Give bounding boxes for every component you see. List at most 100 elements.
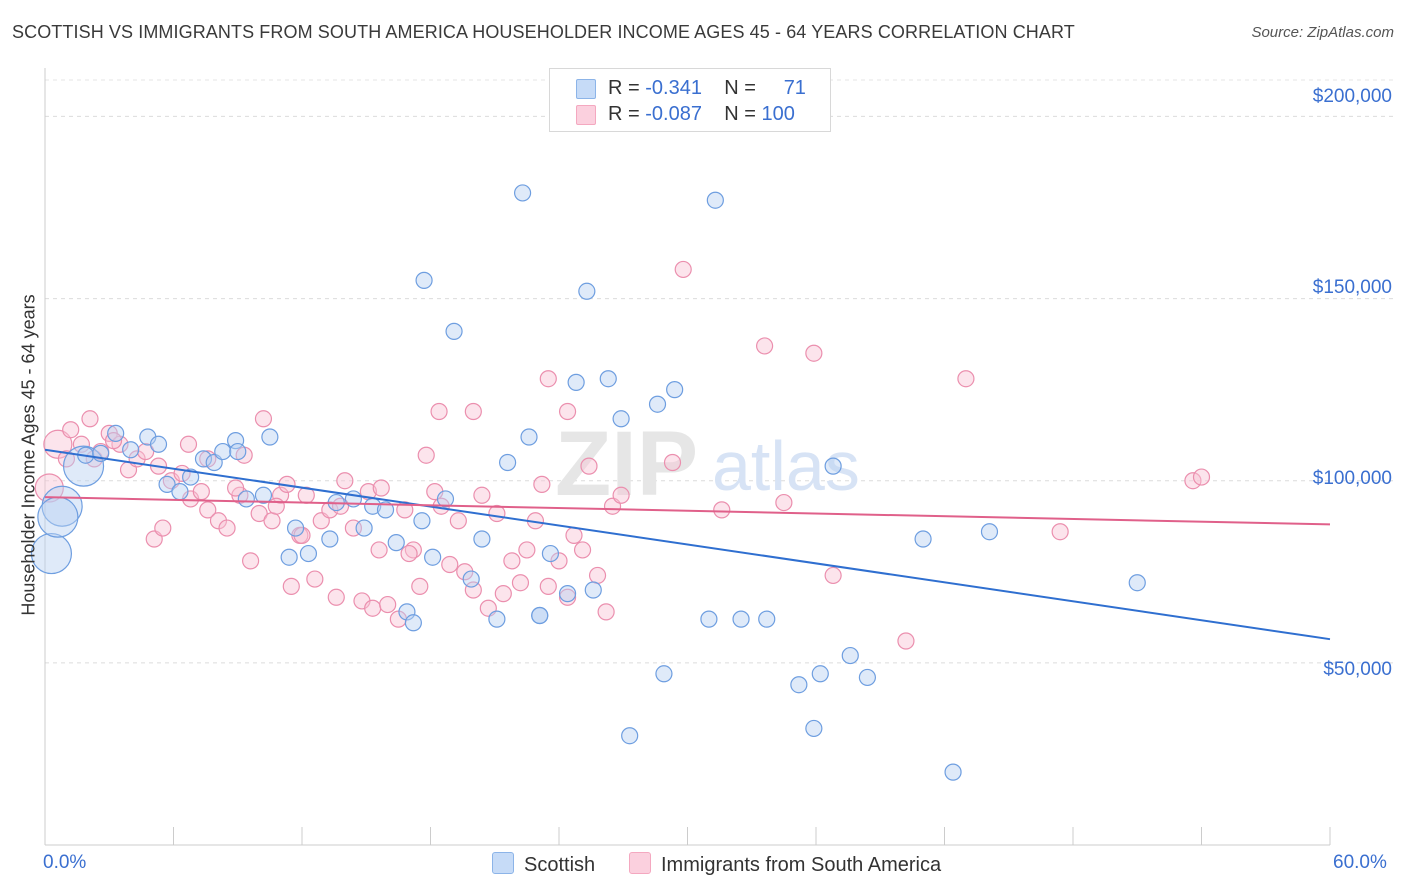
scottish-point [227, 432, 245, 450]
scottish-point [194, 450, 213, 468]
legend-label-immigrants: Immigrants from South America [661, 854, 942, 876]
immigrants-point [192, 483, 210, 501]
series-scottish-points [30, 184, 1146, 781]
scottish-point [376, 501, 395, 519]
scottish-point [841, 646, 859, 665]
scottish-point [1128, 574, 1146, 592]
legend-item-scottish[interactable]: Scottish [492, 852, 595, 877]
scottish-point [171, 483, 189, 501]
immigrants-point [242, 552, 260, 570]
immigrants-point [713, 501, 731, 519]
immigrants-point [254, 410, 273, 428]
legend-swatch-scottish [492, 852, 514, 874]
scottish-point [488, 610, 506, 628]
immigrants-point [539, 577, 557, 595]
scottish-point [107, 424, 125, 442]
immigrants-point [417, 446, 435, 464]
scottish-point [732, 610, 750, 628]
immigrants-point [379, 595, 397, 614]
scottish-point [706, 191, 724, 209]
y-tick-label: $100,000 [1312, 468, 1392, 489]
scottish-point [37, 496, 79, 538]
scottish-point [980, 523, 999, 541]
immigrants-point [81, 410, 99, 428]
scottish-point [436, 490, 455, 508]
immigrants-point [250, 504, 268, 523]
scottish-point [824, 457, 842, 475]
y-tick-label: $150,000 [1312, 277, 1392, 298]
scottish-point [387, 534, 405, 552]
immigrants-point [533, 475, 551, 493]
scottish-point [944, 763, 962, 781]
immigrants-point [336, 472, 354, 490]
immigrants-point [464, 581, 482, 599]
scottish-point [558, 585, 577, 603]
trend-line-immigrants [44, 496, 1331, 526]
watermark-atlas: atlas [712, 427, 860, 505]
immigrants-point [488, 504, 506, 523]
scottish-point [499, 453, 517, 472]
scottish-point [567, 373, 585, 391]
immigrants-point [1051, 523, 1069, 541]
immigrants-point [364, 599, 382, 617]
immigrants-point [511, 574, 530, 592]
scottish-point [122, 441, 140, 459]
n-value-immigrants: 100 [761, 103, 795, 125]
immigrants-point [805, 344, 823, 362]
immigrants-point [824, 566, 842, 585]
scottish-point [805, 719, 823, 738]
scottish-point [299, 544, 318, 563]
scottish-point [520, 428, 538, 446]
immigrants-point [957, 370, 975, 388]
immigrants-point [137, 442, 155, 461]
immigrants-point [62, 421, 80, 439]
immigrants-point [539, 370, 557, 388]
axes [44, 68, 1331, 846]
immigrants-point [370, 541, 388, 559]
scottish-point [445, 322, 463, 340]
scottish-point [321, 530, 339, 548]
immigrants-point [263, 512, 281, 530]
immigrants-point [473, 486, 491, 504]
immigrants-point [565, 526, 583, 544]
y-tick-label: $200,000 [1312, 86, 1392, 107]
scottish-point [398, 603, 416, 621]
scottish-point [415, 271, 433, 289]
watermark: ZIP atlas [555, 413, 860, 515]
scottish-point [531, 606, 549, 625]
scottish-point [30, 532, 73, 575]
scottish-point [424, 548, 442, 566]
scottish-point [612, 410, 630, 428]
immigrants-point [227, 479, 245, 497]
legend-swatch-scottish [576, 79, 596, 99]
immigrants-point [271, 486, 290, 504]
scottish-point [404, 614, 422, 632]
immigrants-point [897, 632, 915, 650]
scottish-point [237, 490, 255, 508]
scottish-point [473, 530, 491, 548]
immigrants-point [267, 497, 285, 515]
scottish-point [286, 519, 305, 537]
scottish-point [811, 665, 829, 683]
immigrants-point [1192, 468, 1211, 486]
scottish-point [599, 370, 617, 388]
scottish-point [700, 610, 718, 628]
immigrants-point [154, 519, 172, 537]
x-tick-label-max: 60.0% [1333, 852, 1387, 873]
immigrants-point [57, 450, 76, 468]
scottish-point [182, 468, 200, 486]
legend-item-immigrants[interactable]: Immigrants from South America [629, 852, 941, 877]
scottish-point [41, 485, 83, 527]
chart-title: SCOTTISH VS IMMIGRANTS FROM SOUTH AMERIC… [12, 22, 1075, 42]
scottish-point [621, 727, 639, 745]
scottish-point [214, 442, 232, 461]
immigrants-point [306, 570, 324, 588]
scottish-point [254, 486, 273, 504]
immigrants-point [494, 585, 512, 603]
scottish-point [413, 512, 431, 530]
immigrants-point [755, 337, 774, 355]
gridlines [45, 79, 1395, 664]
scottish-point [355, 519, 373, 537]
immigrants-point [573, 541, 592, 559]
